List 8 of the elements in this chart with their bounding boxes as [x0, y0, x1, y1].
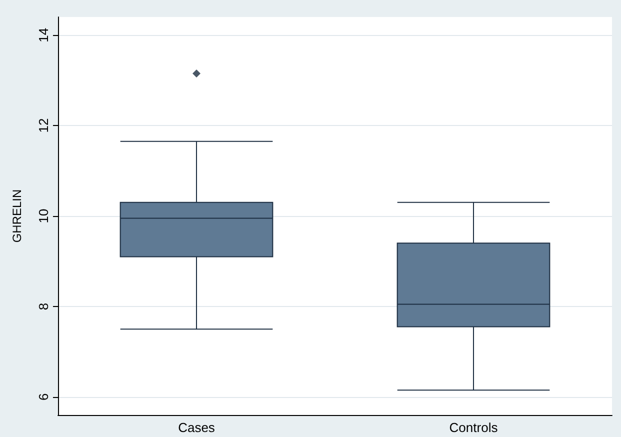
- x-tick-label: Controls: [449, 420, 498, 435]
- x-tick-label: Cases: [178, 420, 216, 435]
- y-tick-label: 10: [36, 208, 51, 224]
- y-tick-label: 14: [36, 28, 51, 42]
- y-axis-title: GHRELIN: [10, 189, 24, 243]
- y-tick-label: 6: [36, 393, 51, 401]
- y-tick-label: 8: [36, 302, 51, 310]
- y-tick-label: 12: [36, 118, 51, 133]
